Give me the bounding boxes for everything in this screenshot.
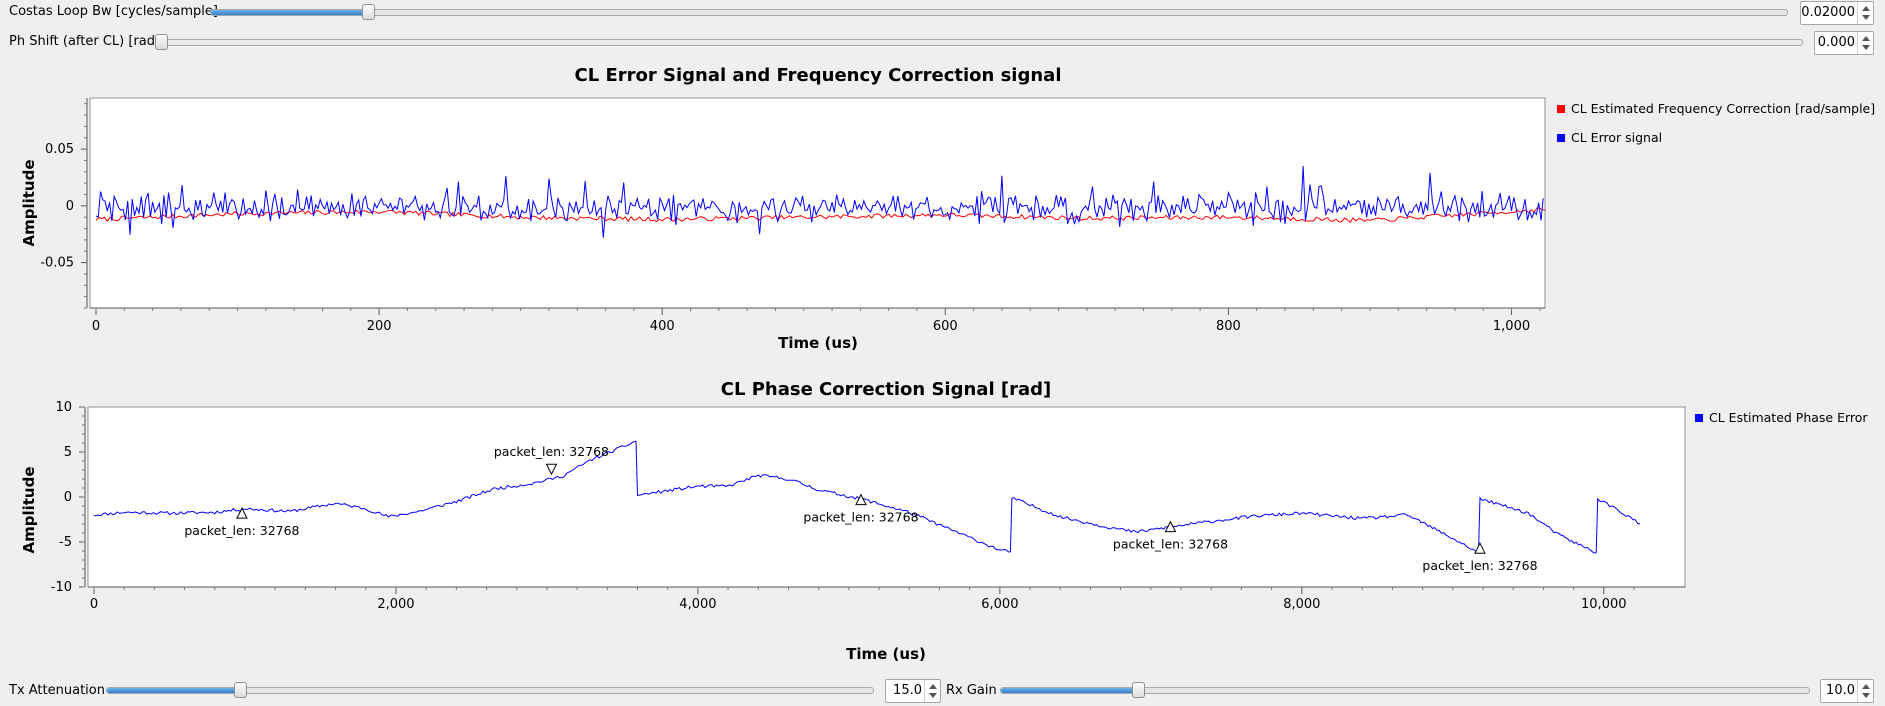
spin-down-icon[interactable] [1862, 693, 1870, 698]
plot1-y-tick-label: 0 [66, 199, 74, 214]
plot1-canvas [89, 97, 1546, 309]
plot1-title: CL Error Signal and Frequency Correction… [575, 65, 1062, 86]
legend-swatch [1557, 105, 1565, 113]
plot1-y-tick-label: 0.05 [45, 142, 74, 157]
costas-loop-bw-slider[interactable] [210, 0, 1788, 24]
plot1-legend-error[interactable]: CL Error signal [1557, 130, 1662, 145]
plot2-x-tick-label: 0 [90, 597, 98, 612]
plot2-y-tick-label: -5 [59, 535, 72, 550]
slider-handle[interactable] [234, 682, 248, 698]
tag-marker-icon [545, 463, 558, 476]
plot2-y-tick-label: 0 [64, 490, 72, 505]
legend-swatch [1695, 414, 1703, 422]
rx-gain-slider[interactable] [1000, 678, 1810, 702]
costas-loop-bw-value: 0.02000 [1801, 5, 1855, 20]
plot2-x-tick-label: 10,000 [1581, 597, 1627, 612]
tag-marker-icon [1164, 520, 1177, 533]
slider-handle[interactable] [361, 4, 375, 20]
error-signal-line [95, 165, 1544, 238]
plot2-x-tick-label: 6,000 [981, 597, 1018, 612]
plot2-y-tick-label: -10 [51, 580, 72, 595]
tx-attenuation-value: 15.0 [893, 683, 922, 698]
slider-fill [107, 688, 242, 693]
costas-loop-bw-spinbox[interactable]: 0.02000 [1800, 1, 1874, 25]
tag-label: packet_len: 32768 [184, 523, 299, 538]
legend-swatch [1557, 134, 1565, 142]
spin-up-icon[interactable] [1862, 6, 1870, 11]
slider-fill [211, 10, 369, 15]
spin-down-icon[interactable] [929, 693, 937, 698]
slider-handle[interactable] [1131, 682, 1145, 698]
costas-loop-bw-control: Costas Loop Bw [cycles/sample] 0.02000 [0, 0, 1885, 25]
legend-label: CL Estimated Phase Error [1709, 410, 1868, 425]
tx-attenuation-slider[interactable] [106, 678, 874, 702]
plot2-x-tick-label: 4,000 [679, 597, 716, 612]
spin-up-icon[interactable] [1862, 684, 1870, 689]
ph-shift-value: 0.000 [1817, 35, 1855, 50]
tag-marker-icon [236, 506, 248, 519]
legend-label: CL Estimated Frequency Correction [rad/s… [1571, 101, 1876, 116]
plot2-ylabel: Amplitude [20, 466, 38, 553]
plot2-y-tick-label: 5 [64, 445, 72, 460]
tx-attenuation-spinbox[interactable]: 15.0 [885, 679, 941, 703]
ph-shift-control: Ph Shift (after CL) [rad] 0.000 [0, 30, 1885, 55]
spin-up-icon[interactable] [929, 684, 937, 689]
plot2-y-tick-label: 10 [55, 400, 72, 415]
tag-marker-icon [1474, 542, 1486, 554]
plot2-x-tick-label: 8,000 [1283, 597, 1320, 612]
phase-correction-plot[interactable]: CL Phase Correction Signal [rad] Amplitu… [0, 372, 1885, 672]
ph-shift-label: Ph Shift (after CL) [rad] [9, 34, 161, 49]
plot1-y-tick-label: -0.05 [40, 256, 74, 271]
rx-gain-label: Rx Gain [946, 683, 997, 698]
ph-shift-spinbox[interactable]: 0.000 [1814, 31, 1874, 55]
tag-marker-icon [855, 493, 867, 506]
plot2-xlabel: Time (us) [846, 645, 926, 663]
spin-down-icon[interactable] [1862, 45, 1870, 50]
plot1-x-tick-label: 200 [367, 319, 392, 334]
plot1-legend-freq[interactable]: CL Estimated Frequency Correction [rad/s… [1557, 101, 1875, 116]
ph-shift-slider[interactable] [155, 30, 1803, 54]
tag-label: packet_len: 32768 [1113, 537, 1228, 552]
plot1-x-tick-label: 600 [933, 319, 958, 334]
plot1-x-tick-label: 1,000 [1493, 319, 1530, 334]
plot1-x-tick-label: 400 [650, 319, 675, 334]
tag-label: packet_len: 32768 [1422, 558, 1537, 573]
rx-gain-spinbox[interactable]: 10.0 [1820, 679, 1874, 703]
tag-label: packet_len: 32768 [803, 510, 918, 525]
spin-up-icon[interactable] [1862, 36, 1870, 41]
plot2-legend-phase[interactable]: CL Estimated Phase Error [1695, 410, 1868, 425]
costas-loop-bw-label: Costas Loop Bw [cycles/sample] [9, 4, 218, 19]
error-frequency-plot[interactable]: CL Error Signal and Frequency Correction… [0, 58, 1885, 358]
plot1-x-tick-label: 0 [92, 319, 100, 334]
rx-gain-value: 10.0 [1826, 683, 1855, 698]
plot2-canvas [87, 406, 1686, 588]
plot1-xlabel: Time (us) [778, 334, 858, 352]
bottom-controls: Tx Attenuation 15.0 Rx Gain 10.0 [0, 678, 1885, 703]
legend-label: CL Error signal [1571, 130, 1663, 145]
spin-down-icon[interactable] [1862, 15, 1870, 20]
plot2-title: CL Phase Correction Signal [rad] [721, 379, 1052, 400]
plot1-ylabel: Amplitude [20, 159, 38, 246]
tag-label: packet_len: 32768 [494, 444, 609, 459]
freq-correction-line [95, 207, 1546, 224]
plot1-x-tick-label: 800 [1216, 319, 1241, 334]
slider-handle[interactable] [155, 34, 168, 50]
plot2-x-tick-label: 2,000 [377, 597, 414, 612]
tx-attenuation-label: Tx Attenuation [9, 683, 105, 698]
phase-error-line [93, 440, 1641, 554]
slider-fill [1001, 688, 1139, 693]
